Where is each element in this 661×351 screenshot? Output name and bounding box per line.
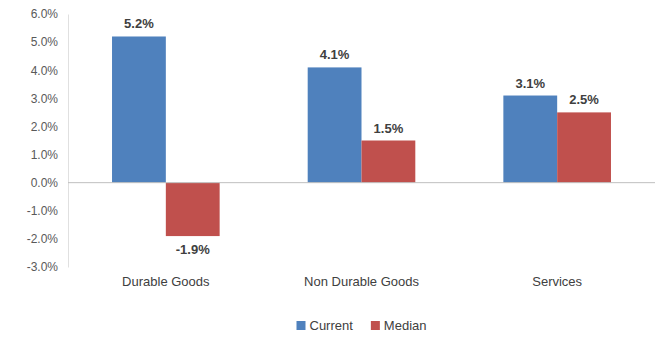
y-tick: -1.0% xyxy=(27,204,68,218)
legend-item: Current xyxy=(297,318,354,333)
data-label: 3.1% xyxy=(515,76,545,91)
y-tick-label: 3.0% xyxy=(31,92,59,106)
y-tick-label: 1.0% xyxy=(31,148,59,162)
y-tick-label: 5.0% xyxy=(31,35,59,49)
y-tick: 5.0% xyxy=(31,35,68,49)
y-tick-label: -2.0% xyxy=(27,232,59,246)
bar xyxy=(362,141,416,183)
y-tick-label: -1.0% xyxy=(27,204,59,218)
legend-swatch xyxy=(371,321,380,330)
y-tick: 0.0% xyxy=(31,176,68,190)
bar xyxy=(503,96,557,183)
data-label: 2.5% xyxy=(569,92,599,107)
bars xyxy=(112,36,611,236)
legend-swatch xyxy=(297,321,306,330)
y-tick-label: -3.0% xyxy=(27,260,59,274)
y-tick: 3.0% xyxy=(31,92,68,106)
y-tick-label: 4.0% xyxy=(31,64,59,78)
legend: Current Median xyxy=(297,318,427,333)
y-axis: -3.0% -2.0% -1.0% 0.0% 1.0% 2.0% 3.0% 4.0% 5.0% 6… xyxy=(27,7,69,274)
legend-item: Median xyxy=(371,318,427,333)
data-label: -1.9% xyxy=(176,242,210,257)
chart: -3.0% -2.0% -1.0% 0.0% 1.0% 2.0% 3.0% 4.0% 5.0% 6… xyxy=(0,0,661,351)
y-tick-label: 0.0% xyxy=(31,176,59,190)
bar xyxy=(166,183,220,236)
bar xyxy=(112,36,166,182)
y-tick: -2.0% xyxy=(27,232,68,246)
x-tick-label: Services xyxy=(532,274,582,289)
legend-label: Median xyxy=(384,318,427,333)
data-label: 5.2% xyxy=(124,16,154,31)
x-tick-label: Non Durable Goods xyxy=(304,274,419,289)
y-tick: 4.0% xyxy=(31,64,68,78)
x-axis-line xyxy=(69,267,656,268)
x-tick: Non Durable Goods xyxy=(304,267,419,289)
bar xyxy=(557,112,611,182)
data-labels: 5.2% 4.1% 3.1% -1.9% 1.5% 2.5% xyxy=(124,16,599,257)
y-tick: 1.0% xyxy=(31,148,68,162)
x-tick: Durable Goods xyxy=(122,267,210,289)
bar xyxy=(308,67,362,182)
y-tick-label: 6.0% xyxy=(31,7,59,21)
x-tick-label: Durable Goods xyxy=(122,274,210,289)
y-tick: -3.0% xyxy=(27,260,68,274)
baseline xyxy=(68,182,655,183)
y-tick: 6.0% xyxy=(31,7,68,21)
y-axis-line xyxy=(68,15,69,268)
legend-label: Current xyxy=(310,318,354,333)
data-label: 4.1% xyxy=(320,47,350,62)
x-tick: Services xyxy=(532,267,582,289)
y-tick: 2.0% xyxy=(31,120,68,134)
x-axis: Durable Goods Non Durable Goods Services xyxy=(69,267,656,289)
data-label: 1.5% xyxy=(374,121,404,136)
y-tick-label: 2.0% xyxy=(31,120,59,134)
